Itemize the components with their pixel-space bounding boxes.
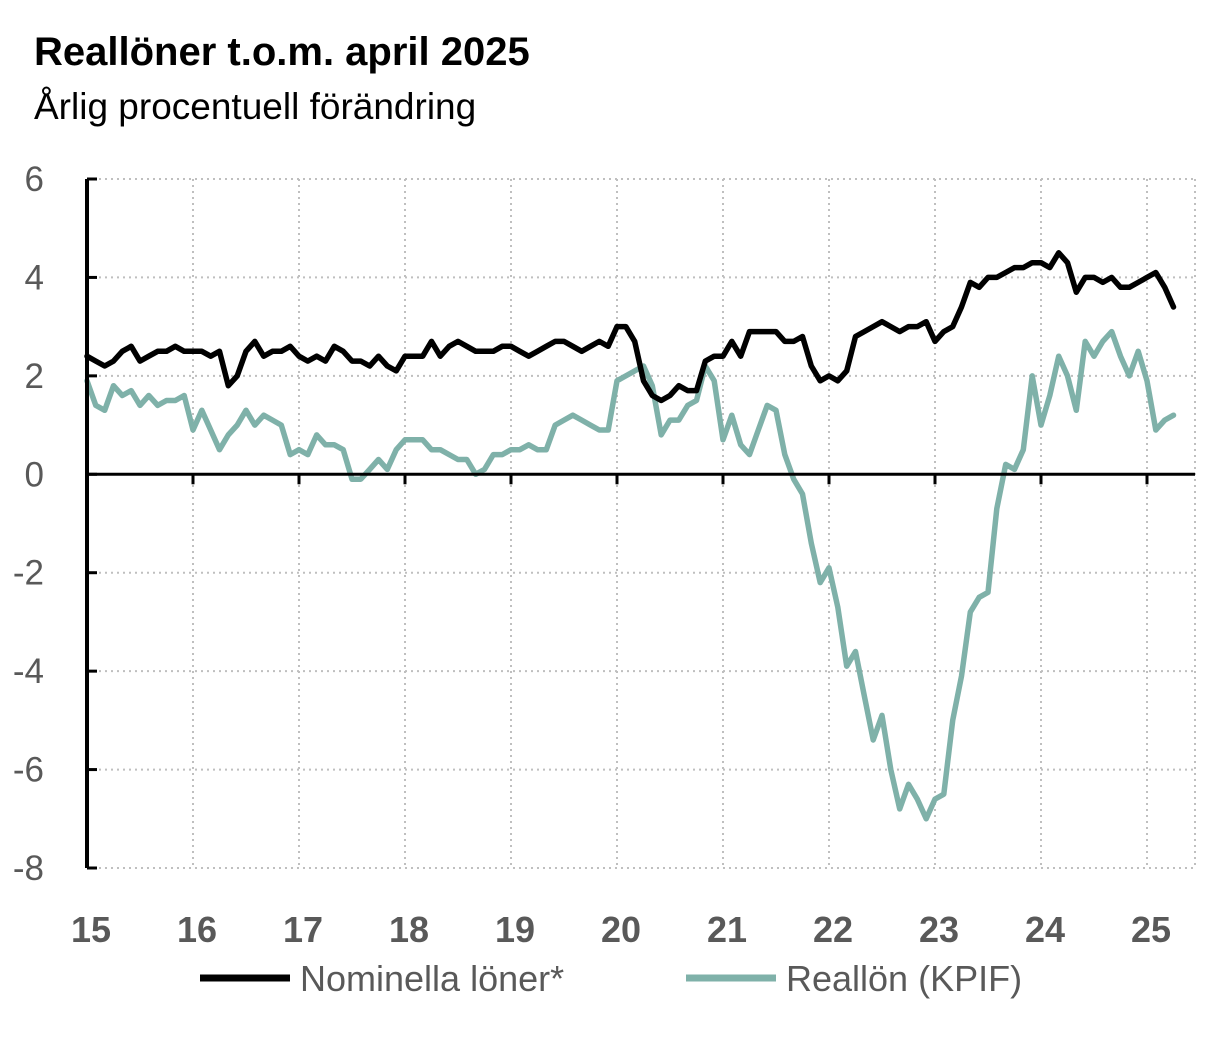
legend-label: Nominella löner* — [300, 958, 564, 999]
y-tick-label: -6 — [13, 751, 44, 790]
y-tick-label: 2 — [25, 357, 44, 396]
chart-title: Reallöner t.o.m. april 2025 — [34, 30, 530, 74]
x-tick-label: 24 — [1025, 909, 1065, 950]
axes — [85, 177, 1195, 870]
chart-subtitle: Årlig procentuell förändring — [34, 86, 477, 127]
y-tick-label: -8 — [13, 849, 44, 888]
series-lines — [84, 250, 1177, 822]
series-line-nominella-loner — [84, 250, 1177, 404]
x-tick-label: 16 — [177, 909, 217, 950]
x-tick-label: 25 — [1131, 909, 1171, 950]
y-tick-label: 0 — [25, 455, 44, 494]
y-axis-ticks: 6 4 2 0 -2 -4 -6 -8 — [13, 160, 44, 888]
x-tick-label: 19 — [495, 909, 535, 950]
x-tick-label: 21 — [707, 909, 747, 950]
y-tick-label: -2 — [13, 554, 44, 593]
x-tick-label: 17 — [283, 909, 323, 950]
legend: Nominella löner* Reallön (KPIF) — [200, 958, 1022, 999]
series-line-reallon-kpif — [84, 328, 1177, 822]
y-tick-label: 4 — [25, 258, 44, 297]
x-tick-label: 18 — [389, 909, 429, 950]
x-tick-label: 20 — [601, 909, 641, 950]
x-tick-label: 15 — [71, 909, 111, 950]
gridlines — [87, 178, 1196, 869]
x-axis-ticks: 15 16 17 18 19 20 21 22 23 24 25 — [71, 909, 1171, 950]
legend-label: Reallön (KPIF) — [786, 958, 1022, 999]
x-tick-label: 23 — [919, 909, 959, 950]
y-tick-label: -4 — [13, 652, 44, 691]
y-tick-label: 6 — [25, 160, 44, 199]
x-tick-label: 22 — [813, 909, 853, 950]
